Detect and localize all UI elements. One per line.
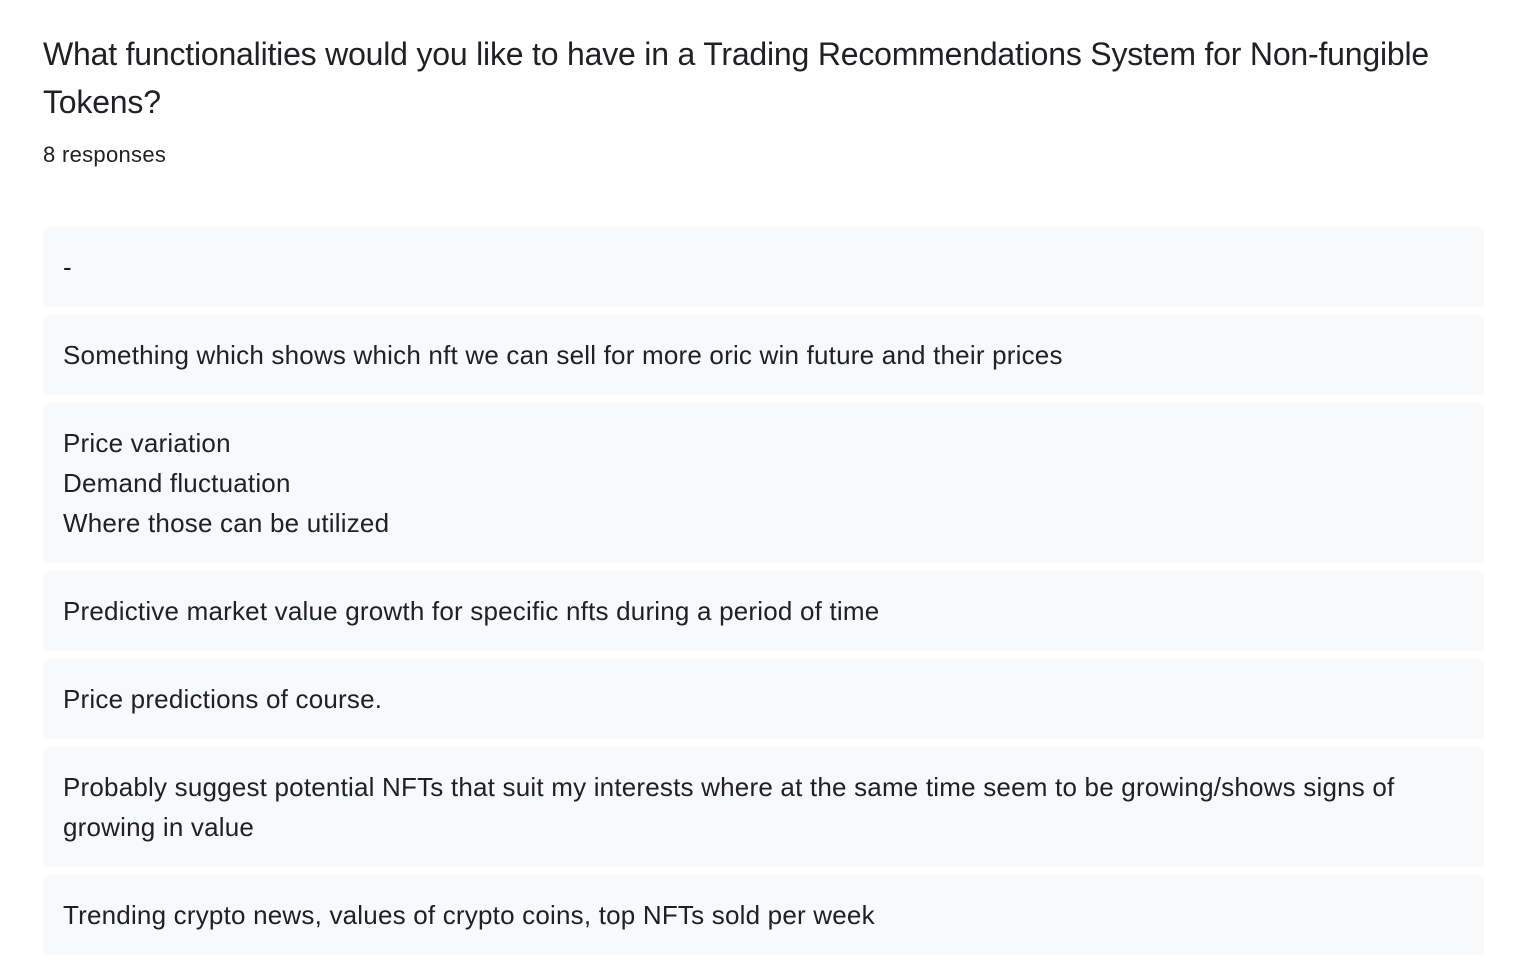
question-title: What functionalities would you like to h… <box>43 36 1429 120</box>
response-item: Probably suggest potential NFTs that sui… <box>43 747 1484 867</box>
question-card: What functionalities would you like to h… <box>43 30 1484 963</box>
response-item: Something which shows which nft we can s… <box>43 315 1484 395</box>
response-count: 8 responses <box>43 142 167 167</box>
response-item: Trending crypto news, values of crypto c… <box>43 875 1484 955</box>
response-item: - <box>43 227 1484 307</box>
responses-list: - Something which shows which nft we can… <box>43 227 1484 955</box>
response-item: Predictive market value growth for speci… <box>43 571 1484 651</box>
response-item: Price predictions of course. <box>43 659 1484 739</box>
response-item: Price variation Demand fluctuation Where… <box>43 403 1484 563</box>
